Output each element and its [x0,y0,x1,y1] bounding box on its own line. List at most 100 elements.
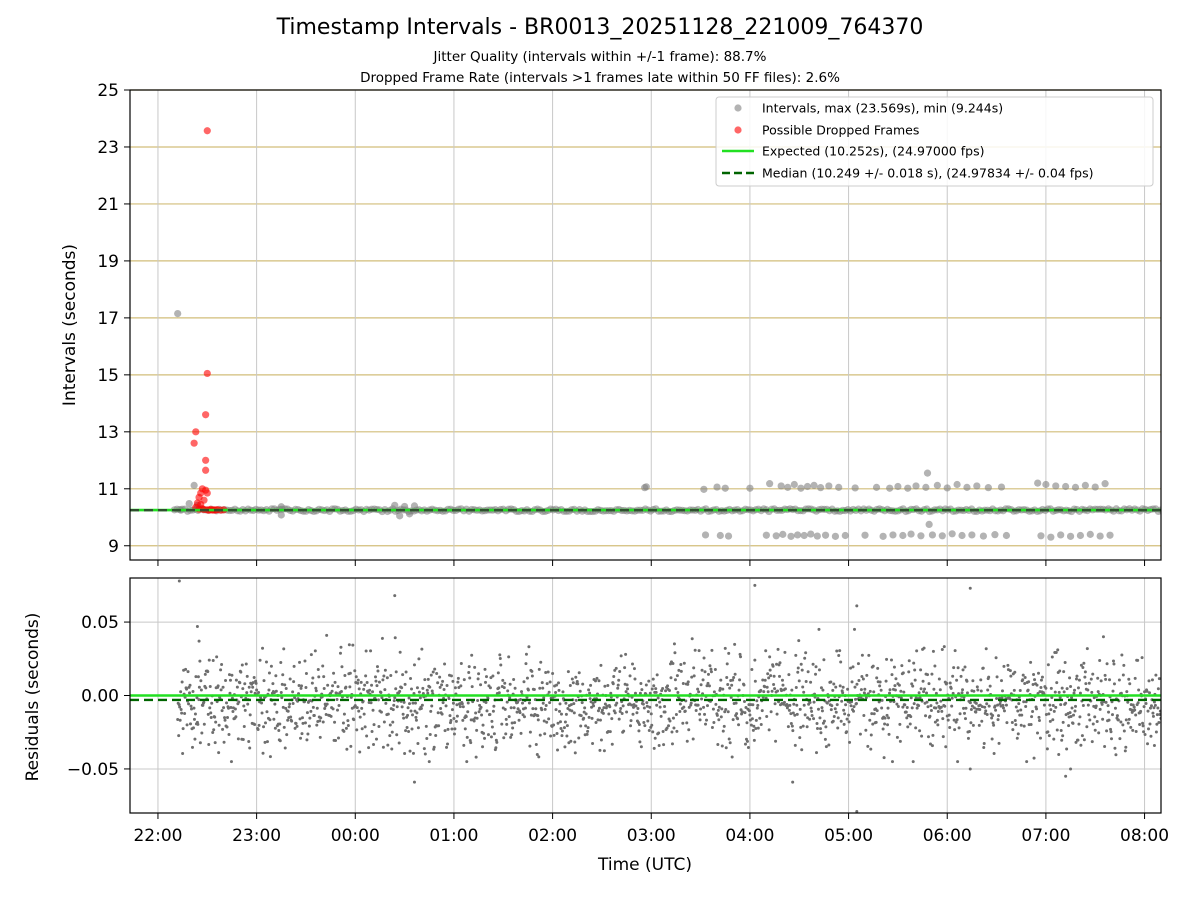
residual-point [772,674,776,678]
residual-point [1091,672,1095,676]
residual-point [671,716,675,720]
residual-point [188,691,192,695]
residual-point [373,675,377,679]
interval-point [831,532,840,540]
residual-point [1092,696,1096,700]
residual-point [521,701,525,705]
residual-point [1069,714,1073,718]
residual-point [298,660,302,664]
residual-point [577,671,581,675]
residual-point [790,688,794,692]
residual-point [382,674,386,678]
interval-point [973,482,981,490]
residual-point [582,716,586,720]
residual-point [974,701,978,705]
residual-point [262,725,266,729]
residual-point [1059,728,1063,732]
residual-point [575,680,579,684]
residual-point [415,686,419,690]
residual-point [608,705,612,709]
x-tick-label: 00:00 [331,826,380,846]
residual-point [993,704,997,708]
residual-point [303,659,307,663]
residual-point [409,676,413,680]
residual-point [705,718,709,722]
residual-point [511,726,515,730]
residual-point [457,686,461,690]
residual-point [830,704,834,708]
residual-point [999,679,1003,683]
residual-point [430,689,434,693]
residual-point [213,741,217,745]
residual-point [700,697,704,701]
residual-point [543,732,547,736]
residual-point [394,687,398,691]
residual-point [673,651,677,655]
residual-point [263,721,267,725]
residual-point [268,718,272,722]
residual-point [1030,715,1034,719]
residual-point [974,710,978,714]
residual-point [227,733,231,737]
residual-point [1076,738,1080,742]
residual-point [821,688,825,692]
residual-point [711,707,715,711]
residual-point [775,662,779,666]
interval-point [958,531,966,540]
residual-point [502,736,506,740]
residual-point [195,696,199,700]
residual-point [1071,721,1075,725]
residual-point [703,712,707,716]
residual-point [713,667,717,671]
residual-point [526,688,530,692]
residual-point [941,735,945,739]
residual-point [400,705,404,709]
residual-point [709,667,713,671]
residual-point [698,718,702,722]
residual-point [883,716,887,720]
residual-point [1026,688,1030,692]
residual-point [418,696,422,700]
residual-point [629,724,633,728]
residual-point [204,686,208,690]
interval-point [1066,532,1075,540]
residual-point [855,682,859,686]
residual-point [885,713,889,717]
residual-point [1125,690,1129,694]
residual-point [792,702,796,706]
residual-point [715,713,719,717]
residual-point [359,680,363,684]
interval-point [790,480,798,489]
residual-point [476,698,480,702]
residual-point [545,682,549,686]
residual-point [1148,722,1152,726]
residual-point [756,703,760,707]
residual-point [1040,675,1044,679]
residual-point [705,704,709,708]
residual-point [685,739,689,743]
residual-point [1000,696,1004,700]
residual-point [779,689,783,693]
residual-point [663,710,667,714]
residual-point [515,710,519,714]
residual-point [790,724,794,728]
residual-point [289,715,293,719]
residual-point [546,670,550,674]
residual-point [600,708,604,712]
residual-point [565,724,569,728]
residual-point [872,690,876,694]
residual-point [871,722,875,726]
residual-point [987,675,991,679]
residual-point [917,691,921,695]
residual-point [666,684,670,688]
residual-point [291,702,295,706]
residual-point [193,737,197,741]
residual-point [324,712,328,716]
residual-point [403,751,407,755]
residual-point [733,672,737,676]
residual-point [305,711,309,715]
residual-point [869,747,873,751]
residual-point [342,712,346,716]
residual-point [1147,691,1151,695]
residual-point [693,648,697,652]
